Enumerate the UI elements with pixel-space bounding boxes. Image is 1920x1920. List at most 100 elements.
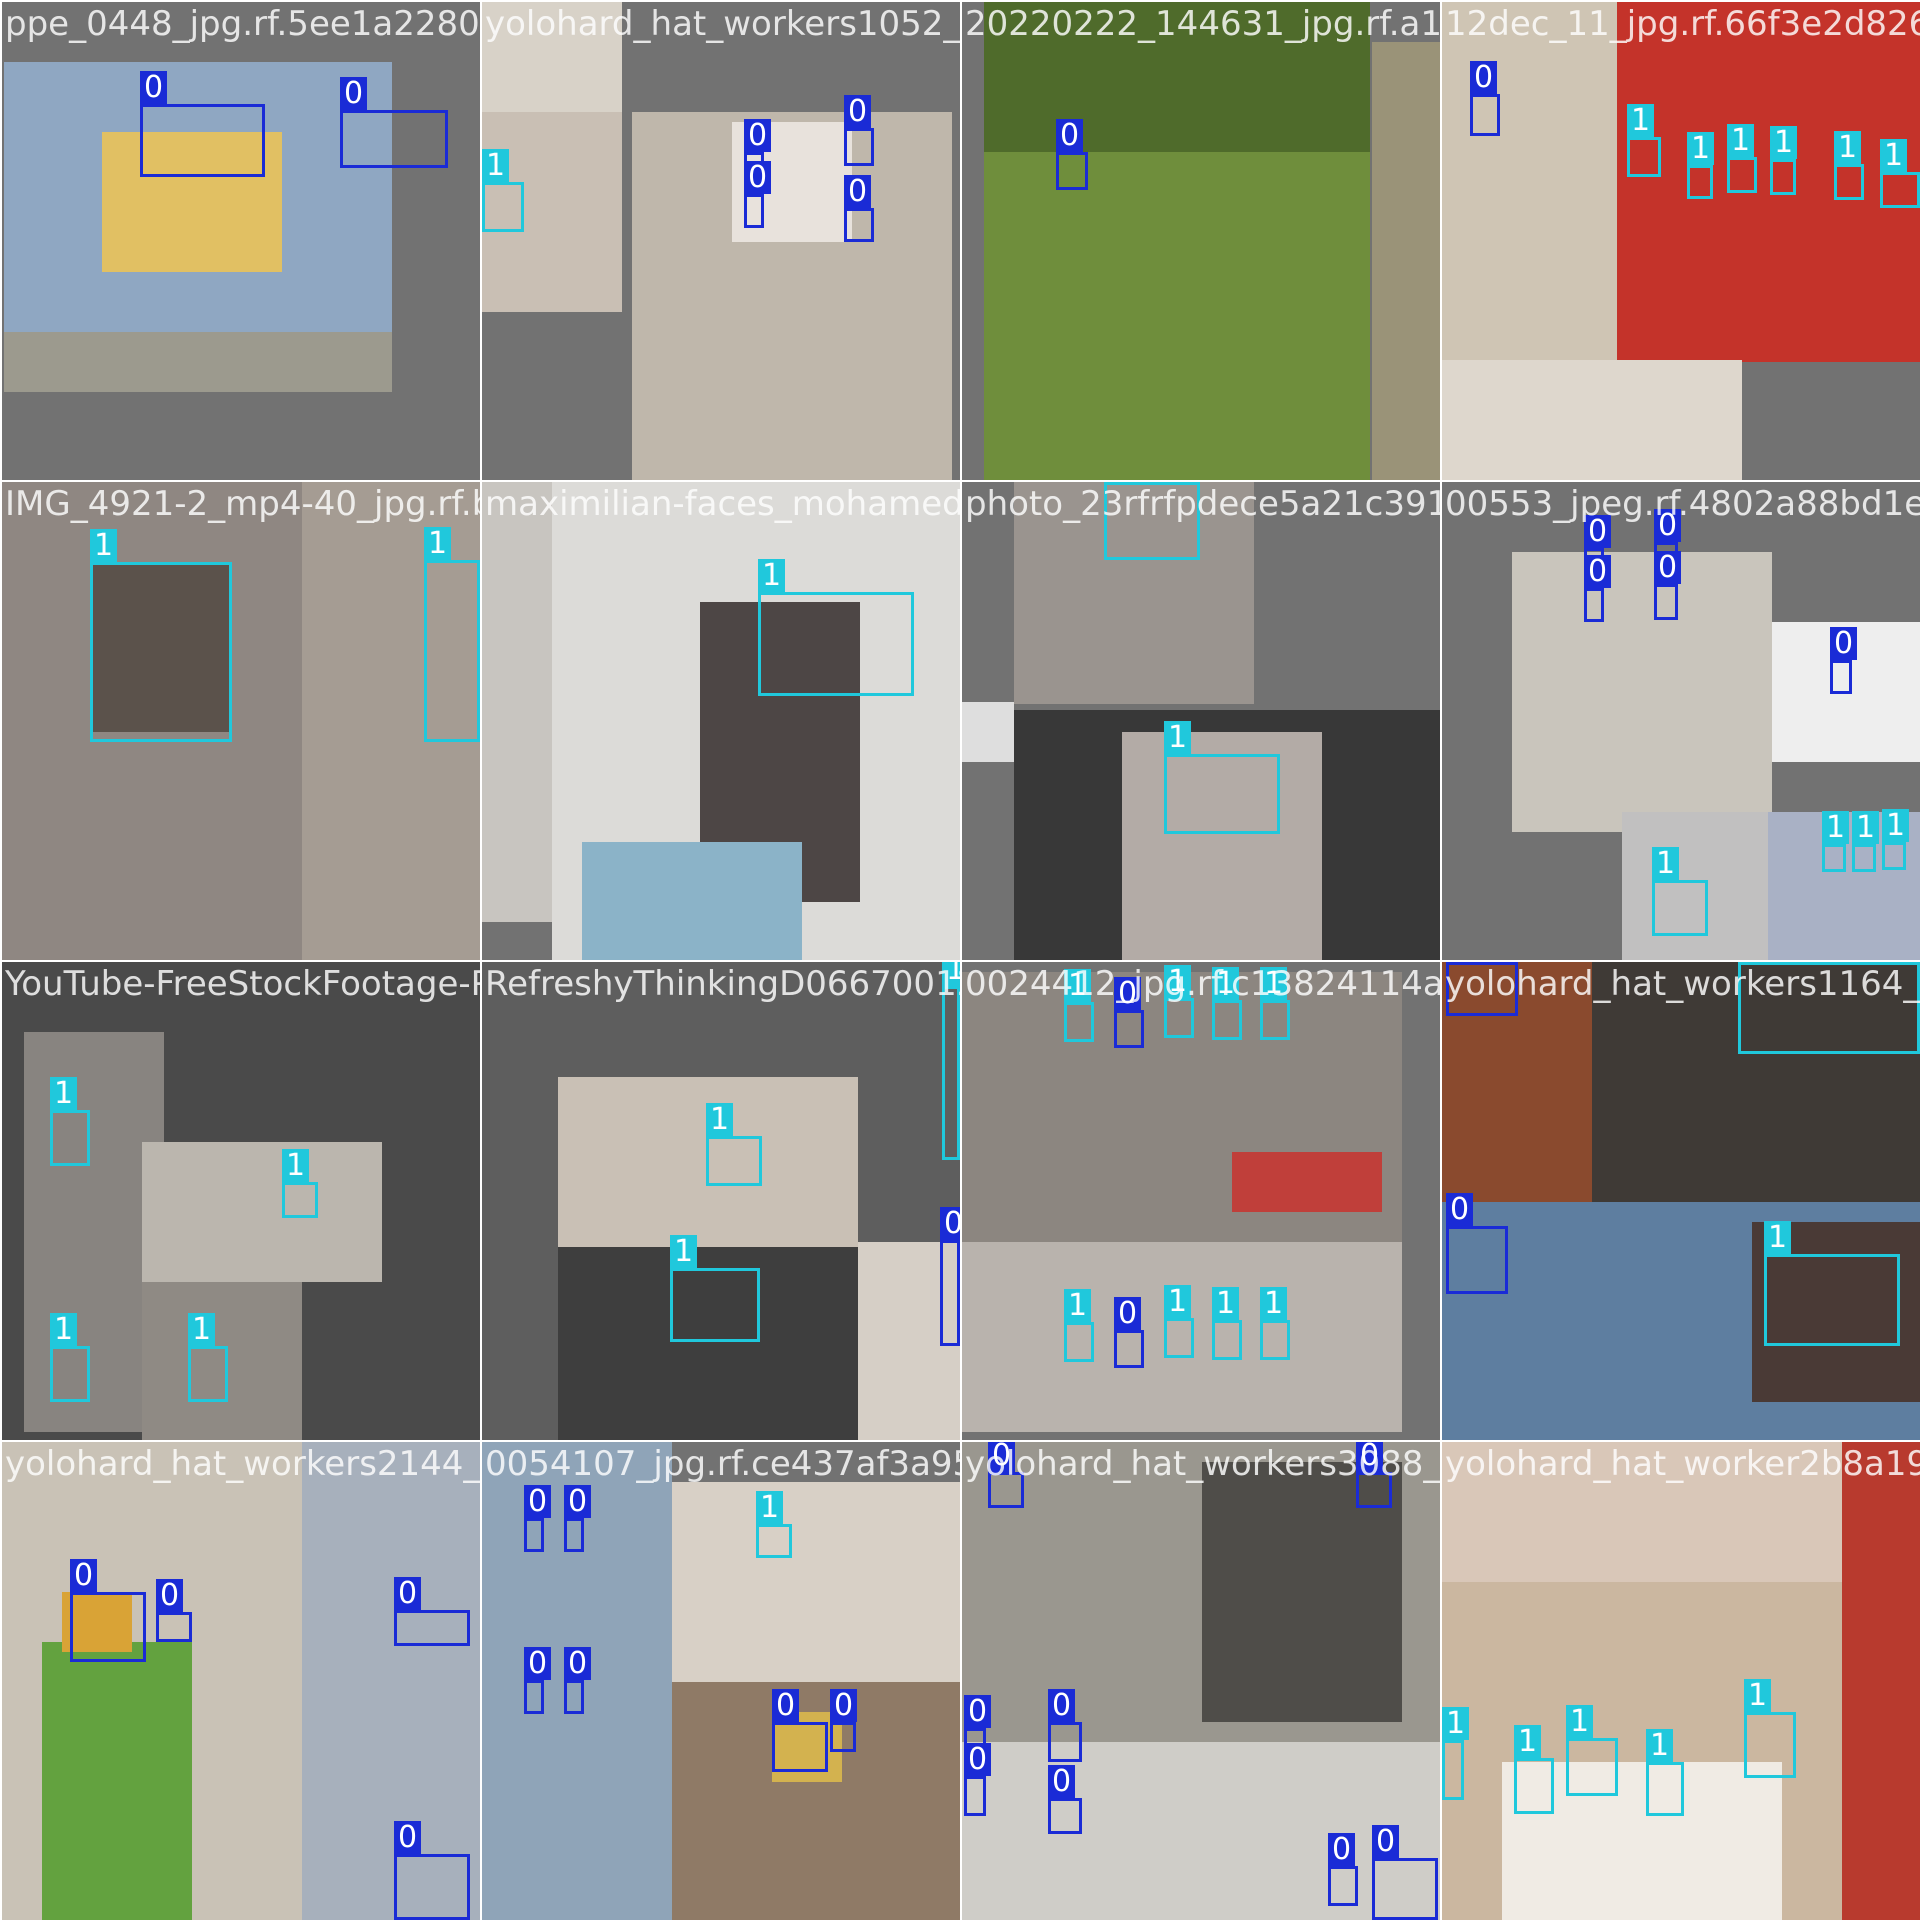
photo-patch <box>582 842 802 960</box>
bounding-box-class-1: 1 <box>1646 1729 1684 1816</box>
box-class-label: 1 <box>1442 1707 1470 1740</box>
photo-patch <box>482 482 552 922</box>
bounding-box-class-1: 1 <box>1834 131 1864 200</box>
bounding-box-class-1: 1 <box>1104 482 1200 560</box>
photo-patch <box>482 112 622 312</box>
photo-patch <box>962 1242 1402 1432</box>
bounding-box-class-1: 1 <box>1744 1679 1796 1778</box>
box-class-label: 1 <box>1822 811 1850 844</box>
bounding-box-class-0: 0 <box>524 1485 552 1552</box>
box-class-label: 1 <box>50 1077 78 1110</box>
bounding-box-class-1: 1 <box>1627 104 1661 177</box>
box-class-label: 0 <box>744 119 772 152</box>
bounding-box-class-1: 1 <box>1164 965 1194 1038</box>
bounding-box-class-0: 0 <box>1114 1297 1144 1368</box>
bounding-box-class-0: 0 <box>844 95 874 166</box>
image-tile: 10111101110024412_jpg.rf.c13824114ac0baa… <box>962 962 1440 1440</box>
box-class-label: 0 <box>340 77 368 110</box>
box-class-label: 0 <box>1328 1833 1356 1866</box>
bounding-box-class-0: 0 <box>1446 1193 1508 1294</box>
bounding-box-class-0: 0 <box>1056 119 1088 190</box>
box-class-label: 1 <box>188 1313 216 1346</box>
box-class-label: 0 <box>1654 551 1682 584</box>
box-class-label: 0 <box>1114 977 1142 1010</box>
box-class-label: 0 <box>964 1695 992 1728</box>
bounding-box-class-0: 0 <box>988 1442 1024 1508</box>
box-class-label: 0 <box>1830 627 1858 660</box>
box-class-label: 0 <box>70 1559 98 1592</box>
box-class-label: 0 <box>1056 119 1084 152</box>
bounding-box-class-0: 0 <box>830 1689 858 1752</box>
image-tile: 11photo_23rfrfpdece5a21c39103555 <box>962 482 1440 960</box>
bounding-box-class-1: 1 <box>1442 1707 1470 1800</box>
image-tile: 10000yolohard_hat_workers1052_png.rf.5cc… <box>482 2 960 480</box>
box-class-label: 1 <box>1514 1725 1542 1758</box>
bounding-box-class-1: 1 <box>1770 126 1798 195</box>
bounding-box-class-1: 1 <box>1852 811 1880 872</box>
bounding-box-class-1: 1 <box>1260 967 1290 1040</box>
photo-patch <box>962 702 1014 762</box>
box-class-label: 0 <box>394 1577 422 1610</box>
box-class-label: 0 <box>772 1689 800 1722</box>
box-class-label: 0 <box>394 1821 422 1854</box>
box-class-label: 1 <box>1627 104 1655 137</box>
box-class-label: 1 <box>1880 139 1908 172</box>
bounding-box-class-1: 1 <box>1064 969 1094 1042</box>
box-class-label: 0 <box>564 1647 592 1680</box>
bounding-box-class-1: 1 <box>1164 1285 1194 1358</box>
photo-patch <box>142 1142 382 1282</box>
image-tile: 1111YouTube-FreeStockFootage-PeepholeFin… <box>2 962 480 1440</box>
bounding-box-class-0: 0 <box>394 1821 470 1920</box>
photo-patch <box>102 132 282 272</box>
bounding-box-class-0: 0 <box>1584 555 1612 622</box>
bounding-box-class-1: 1 <box>1566 1705 1618 1796</box>
box-class-label: 1 <box>670 1235 698 1268</box>
box-class-label: 0 <box>1048 1689 1076 1722</box>
box-class-label: 1 <box>1764 1221 1792 1254</box>
box-class-label: 1 <box>1834 131 1862 164</box>
bounding-box-class-1: 1 <box>1212 967 1242 1040</box>
bounding-box-class-0: 0 <box>1830 627 1858 694</box>
bounding-box-class-1: 1 <box>282 1149 318 1218</box>
bounding-box-class-0: 0 <box>1114 977 1144 1048</box>
bounding-box-class-1: 1 <box>1880 139 1920 208</box>
box-class-label: 0 <box>156 1579 184 1612</box>
box-class-label: 1 <box>1770 126 1798 159</box>
photo-patch <box>142 1282 302 1440</box>
box-class-label: 1 <box>50 1313 78 1346</box>
box-class-label: 1 <box>1852 811 1880 844</box>
box-class-label: 1 <box>1744 1679 1772 1712</box>
bounding-box-class-0: 0 <box>1356 1442 1392 1508</box>
bounding-box-class-0: 0 <box>394 1577 470 1646</box>
bounding-box-class-1: 1 <box>670 1235 760 1342</box>
box-class-label: 0 <box>1372 1825 1400 1858</box>
box-class-label: 0 <box>524 1485 552 1518</box>
box-class-label: 1 <box>1164 965 1192 998</box>
box-class-label: 0 <box>830 1689 858 1722</box>
image-tile: 1110RefreshyThinkingD06670012000024412 <box>482 962 960 1440</box>
photo-patch <box>92 562 232 732</box>
box-class-label: 1 <box>1064 969 1092 1002</box>
photo-patch <box>1442 2 1617 362</box>
box-class-label: 0 <box>844 175 872 208</box>
bounding-box-class-1: 1 <box>50 1313 90 1402</box>
tile-filename: 00553_jpeg.rf.4802a88bd1ec <box>1445 484 1920 524</box>
box-class-label: 0 <box>524 1647 552 1680</box>
box-class-label: 1 <box>1164 1285 1192 1318</box>
image-tile: 0101yolohard_hat_workers1164_ <box>1442 962 1920 1440</box>
box-class-label: 1 <box>1164 721 1192 754</box>
bounding-box-class-1: 1 <box>1687 132 1715 199</box>
bounding-box-class-1: 1 <box>758 559 914 696</box>
bounding-box-class-1: 1 <box>756 1491 792 1558</box>
bounding-box-class-1: 1 <box>1514 1725 1554 1814</box>
box-class-label: 1 <box>1566 1705 1594 1738</box>
bounding-box-class-0: 0 <box>1654 551 1682 620</box>
photo-patch <box>1512 552 1772 832</box>
box-class-label: 1 <box>1646 1729 1674 1762</box>
photo-patch <box>1442 360 1742 480</box>
